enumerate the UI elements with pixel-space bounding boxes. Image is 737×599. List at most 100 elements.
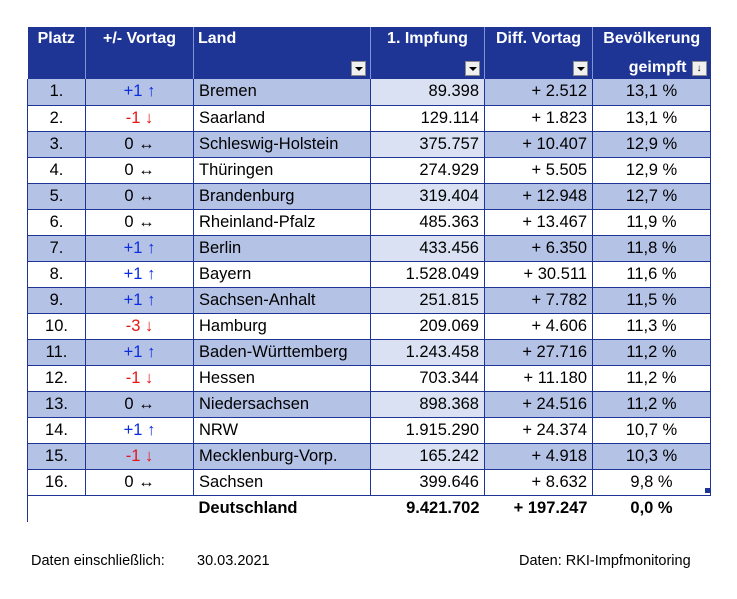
- rank-cell[interactable]: 1.: [27, 79, 86, 106]
- change-cell[interactable]: 0 ↔: [85, 183, 194, 210]
- diff-cell[interactable]: + 24.516: [484, 391, 593, 418]
- change-cell[interactable]: 0 ↔: [85, 157, 194, 184]
- change-cell[interactable]: +1 ↑: [85, 235, 194, 262]
- diff-cell[interactable]: + 12.948: [484, 183, 593, 210]
- percent-cell[interactable]: 11,2 %: [592, 365, 711, 392]
- rank-cell[interactable]: 11.: [27, 339, 86, 366]
- percent-cell[interactable]: 11,5 %: [592, 287, 711, 314]
- impfung-cell[interactable]: 1.528.049: [370, 261, 485, 288]
- change-cell[interactable]: -3 ↓: [85, 313, 194, 340]
- impfung-cell[interactable]: 274.929: [370, 157, 485, 184]
- rank-cell[interactable]: 9.: [27, 287, 86, 314]
- rank-cell[interactable]: 16.: [27, 469, 86, 496]
- diff-cell[interactable]: + 7.782: [484, 287, 593, 314]
- change-cell[interactable]: 0 ↔: [85, 469, 194, 496]
- impfung-cell[interactable]: 1.243.458: [370, 339, 485, 366]
- land-cell[interactable]: Mecklenburg-Vorp.: [193, 443, 371, 470]
- land-cell[interactable]: Hamburg: [193, 313, 371, 340]
- percent-cell[interactable]: 11,8 %: [592, 235, 711, 262]
- total-rank-cell[interactable]: [27, 495, 86, 522]
- rank-cell[interactable]: 3.: [27, 131, 86, 158]
- impfung-cell[interactable]: 375.757: [370, 131, 485, 158]
- diff-cell[interactable]: + 13.467: [484, 209, 593, 236]
- impfung-cell[interactable]: 898.368: [370, 391, 485, 418]
- rank-cell[interactable]: 4.: [27, 157, 86, 184]
- percent-cell[interactable]: 11,6 %: [592, 261, 711, 288]
- change-cell[interactable]: +1 ↑: [85, 287, 194, 314]
- sort-filter-dropdown-bevoelkerung[interactable]: ↓: [691, 61, 707, 76]
- impfung-cell[interactable]: 1.915.290: [370, 417, 485, 444]
- change-cell[interactable]: +1 ↑: [85, 339, 194, 366]
- diff-cell[interactable]: + 8.632: [484, 469, 593, 496]
- impfung-cell[interactable]: 485.363: [370, 209, 485, 236]
- filter-dropdown-land[interactable]: [351, 61, 366, 76]
- total-diff-cell[interactable]: + 197.247: [484, 495, 593, 522]
- impfung-cell[interactable]: 703.344: [370, 365, 485, 392]
- change-cell[interactable]: -1 ↓: [85, 105, 194, 132]
- rank-cell[interactable]: 8.: [27, 261, 86, 288]
- total-impfung-cell[interactable]: 9.421.702: [370, 495, 485, 522]
- diff-cell[interactable]: + 11.180: [484, 365, 593, 392]
- percent-cell[interactable]: 12,9 %: [592, 157, 711, 184]
- change-cell[interactable]: 0 ↔: [85, 131, 194, 158]
- impfung-cell[interactable]: 433.456: [370, 235, 485, 262]
- diff-cell[interactable]: + 24.374: [484, 417, 593, 444]
- percent-cell[interactable]: 11,2 %: [592, 391, 711, 418]
- change-cell[interactable]: 0 ↔: [85, 391, 194, 418]
- rank-cell[interactable]: 6.: [27, 209, 86, 236]
- land-cell[interactable]: Berlin: [193, 235, 371, 262]
- percent-cell[interactable]: 12,9 %: [592, 131, 711, 158]
- diff-cell[interactable]: + 6.350: [484, 235, 593, 262]
- rank-cell[interactable]: 7.: [27, 235, 86, 262]
- land-cell[interactable]: Rheinland-Pfalz: [193, 209, 371, 236]
- impfung-cell[interactable]: 251.815: [370, 287, 485, 314]
- percent-cell[interactable]: 11,3 %: [592, 313, 711, 340]
- land-cell[interactable]: Brandenburg: [193, 183, 371, 210]
- impfung-cell[interactable]: 399.646: [370, 469, 485, 496]
- change-cell[interactable]: -1 ↓: [85, 365, 194, 392]
- diff-cell[interactable]: + 5.505: [484, 157, 593, 184]
- percent-cell[interactable]: 11,2 %: [592, 339, 711, 366]
- change-cell[interactable]: +1 ↑: [85, 417, 194, 444]
- rank-cell[interactable]: 10.: [27, 313, 86, 340]
- rank-cell[interactable]: 14.: [27, 417, 86, 444]
- rank-cell[interactable]: 12.: [27, 365, 86, 392]
- land-cell[interactable]: Niedersachsen: [193, 391, 371, 418]
- change-cell[interactable]: +1 ↑: [85, 79, 194, 106]
- land-cell[interactable]: Bremen: [193, 79, 371, 106]
- diff-cell[interactable]: + 30.511: [484, 261, 593, 288]
- land-cell[interactable]: Sachsen: [193, 469, 371, 496]
- percent-cell[interactable]: 10,3 %: [592, 443, 711, 470]
- rank-cell[interactable]: 15.: [27, 443, 86, 470]
- diff-cell[interactable]: + 1.823: [484, 105, 593, 132]
- land-cell[interactable]: Baden-Württemberg: [193, 339, 371, 366]
- diff-cell[interactable]: + 27.716: [484, 339, 593, 366]
- diff-cell[interactable]: + 2.512: [484, 79, 593, 106]
- land-cell[interactable]: Thüringen: [193, 157, 371, 184]
- diff-cell[interactable]: + 10.407: [484, 131, 593, 158]
- table-resize-handle[interactable]: [705, 488, 710, 493]
- change-cell[interactable]: -1 ↓: [85, 443, 194, 470]
- impfung-cell[interactable]: 319.404: [370, 183, 485, 210]
- percent-cell[interactable]: 13,1 %: [592, 79, 711, 106]
- land-cell[interactable]: Saarland: [193, 105, 371, 132]
- percent-cell[interactable]: 13,1 %: [592, 105, 711, 132]
- filter-dropdown-impfung[interactable]: [465, 61, 480, 76]
- land-cell[interactable]: Sachsen-Anhalt: [193, 287, 371, 314]
- percent-cell[interactable]: 11,9 %: [592, 209, 711, 236]
- diff-cell[interactable]: + 4.606: [484, 313, 593, 340]
- land-cell[interactable]: NRW: [193, 417, 371, 444]
- rank-cell[interactable]: 2.: [27, 105, 86, 132]
- change-cell[interactable]: +1 ↑: [85, 261, 194, 288]
- impfung-cell[interactable]: 209.069: [370, 313, 485, 340]
- rank-cell[interactable]: 5.: [27, 183, 86, 210]
- percent-cell[interactable]: 9,8 %: [592, 469, 711, 496]
- impfung-cell[interactable]: 129.114: [370, 105, 485, 132]
- impfung-cell[interactable]: 165.242: [370, 443, 485, 470]
- diff-cell[interactable]: + 4.918: [484, 443, 593, 470]
- land-cell[interactable]: Bayern: [193, 261, 371, 288]
- total-land-cell[interactable]: Deutschland: [193, 495, 371, 522]
- total-percent-cell[interactable]: 0,0 %: [592, 495, 711, 522]
- rank-cell[interactable]: 13.: [27, 391, 86, 418]
- impfung-cell[interactable]: 89.398: [370, 79, 485, 106]
